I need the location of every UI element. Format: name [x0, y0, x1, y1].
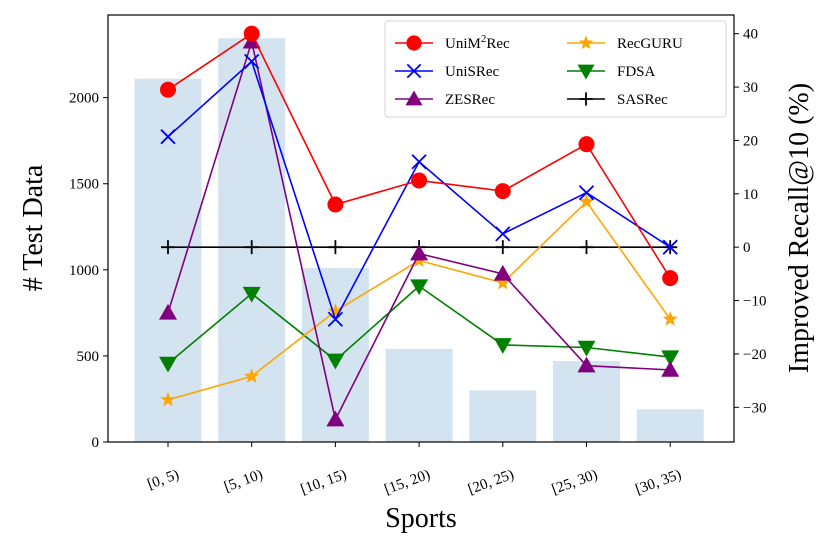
- right-y-tick-label: 0: [743, 240, 751, 256]
- data-point: [493, 338, 512, 354]
- data-point: [410, 244, 429, 261]
- bar: [134, 78, 202, 443]
- bar: [553, 361, 620, 442]
- x-tick-label: [10, 15): [299, 467, 349, 498]
- legend-marker: [406, 35, 422, 51]
- data-point: [577, 356, 596, 373]
- data-point: [159, 356, 177, 373]
- legend-entry: UniSRec: [395, 63, 500, 80]
- data-point: [159, 303, 177, 320]
- x-tick-label: [30, 35): [633, 467, 683, 498]
- legend-marker: [405, 90, 423, 106]
- data-point: [495, 274, 511, 290]
- data-point: [160, 81, 176, 98]
- right-y-tick-label: 30: [743, 80, 758, 96]
- legend-marker: [577, 64, 595, 80]
- series-unim2rec: [160, 25, 679, 287]
- data-point: [161, 240, 175, 255]
- data-point: [410, 279, 429, 296]
- legend-label: UniM2Rec: [445, 33, 510, 52]
- legend-marker: [406, 63, 422, 79]
- data-point: [494, 183, 511, 200]
- left-y-axis-title: # Test Data: [18, 164, 49, 291]
- data-point: [578, 136, 595, 153]
- data-point: [328, 240, 343, 255]
- data-point: [578, 193, 595, 209]
- data-point: [578, 185, 595, 201]
- x-tick-label: [0, 5): [145, 467, 181, 493]
- data-point: [661, 350, 680, 367]
- data-point: [244, 368, 260, 383]
- legend-box: [384, 20, 727, 118]
- x-tick-label: [20, 25): [466, 467, 516, 498]
- x-tick-label: [15, 20): [382, 467, 432, 498]
- data-point: [243, 25, 260, 42]
- data-point: [326, 353, 345, 370]
- legend-entry: FDSA: [567, 64, 656, 80]
- data-point: [160, 129, 176, 145]
- data-point: [244, 53, 260, 70]
- data-point: [244, 240, 259, 255]
- legend-label: UniSRec: [445, 64, 500, 80]
- data-point: [327, 196, 344, 213]
- left-y-tick-label: 1000: [69, 263, 99, 279]
- legend-label: ZESRec: [445, 92, 495, 108]
- data-point: [493, 264, 512, 281]
- x-tick-label: [25, 30): [550, 467, 600, 498]
- plot-frame: [107, 14, 735, 443]
- bar: [469, 390, 537, 442]
- legend: UniM2Rec UniSRec ZESRec RecGURU FDSA SASRec: [384, 20, 727, 118]
- bar: [636, 409, 704, 442]
- legend-label: SASRec: [617, 92, 668, 108]
- data-point: [327, 303, 344, 318]
- right-y-tick-label: 10: [743, 187, 758, 203]
- x-tick-label: [5, 10): [222, 467, 265, 496]
- right-y-tick-label: 20: [743, 133, 758, 149]
- left-y-tick-label: 1500: [69, 177, 99, 193]
- data-point: [661, 360, 680, 377]
- legend-label: RecGURU: [617, 36, 683, 52]
- data-point: [411, 172, 428, 189]
- legend-entry: RecGURU: [567, 35, 683, 52]
- data-point: [326, 410, 345, 427]
- data-point: [662, 311, 678, 326]
- left-y-tick-label: 0: [92, 435, 100, 451]
- right-y-tick-label: 40: [743, 27, 758, 43]
- data-point: [495, 226, 511, 242]
- legend-entry: SASRec: [567, 92, 668, 108]
- right-y-tick-label: −30: [743, 400, 766, 416]
- right-y-tick-label: −10: [743, 294, 766, 310]
- data-point: [327, 311, 344, 327]
- series-unisrec: [160, 53, 678, 327]
- bars-layer: [134, 38, 704, 443]
- left-y-tick-label: 500: [77, 349, 100, 365]
- data-point: [411, 154, 427, 170]
- x-axis-title: Sports: [385, 503, 457, 534]
- data-point: [242, 286, 261, 303]
- bar: [385, 349, 453, 442]
- data-point: [495, 240, 510, 255]
- legend-marker: [579, 92, 593, 106]
- bar: [218, 38, 286, 442]
- right-y-axis-title: Improved Recall@10 (%): [784, 83, 815, 373]
- left-y-tick-label: 2000: [69, 91, 99, 107]
- data-point: [662, 239, 678, 255]
- lines-layer: [159, 25, 680, 427]
- data-point: [160, 391, 176, 407]
- series-fdsa: [159, 279, 680, 373]
- legend-label: FDSA: [617, 64, 656, 80]
- legend-marker: [578, 35, 594, 50]
- legend-entry: ZESRec: [395, 90, 495, 108]
- data-point: [577, 340, 596, 357]
- data-point: [579, 240, 594, 255]
- legend-entry: UniM2Rec: [395, 33, 510, 52]
- right-y-tick-label: −20: [743, 347, 766, 363]
- data-point: [662, 270, 679, 287]
